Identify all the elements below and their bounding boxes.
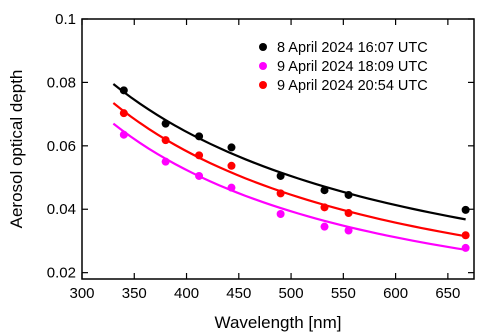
y-tick-label: 0.04 (47, 201, 76, 218)
data-point (119, 86, 128, 95)
y-tick-label: 0.02 (47, 265, 76, 282)
fit-curves (112, 83, 466, 251)
legend-marker (259, 43, 267, 51)
legend: 8 April 2024 16:07 UTC 9 April 2024 18:09… (259, 40, 428, 94)
data-point (461, 243, 470, 252)
y-tick-label: 0.06 (47, 138, 76, 155)
data-point (161, 157, 170, 166)
data-point (320, 222, 329, 231)
data-point (344, 209, 353, 218)
data-point (161, 136, 170, 145)
x-axis-title: Wavelength [nm] (215, 313, 342, 332)
y-tick-label: 0.1 (55, 11, 76, 28)
x-tick-label: 550 (331, 285, 356, 302)
data-point (461, 231, 470, 240)
x-tick-label: 300 (69, 285, 94, 302)
data-point (276, 171, 285, 180)
legend-label: 9 April 2024 20:54 UTC (277, 78, 428, 94)
data-point (119, 130, 128, 139)
legend-marker (259, 81, 267, 89)
data-point (320, 203, 329, 212)
plot-frame (81, 18, 475, 280)
data-point (227, 161, 236, 170)
data-point (119, 109, 128, 118)
x-tick-label: 400 (174, 285, 199, 302)
data-point (320, 186, 329, 195)
x-tick-label: 600 (383, 285, 408, 302)
x-tick-label: 350 (122, 285, 147, 302)
x-tick-label: 650 (435, 285, 460, 302)
data-point (276, 189, 285, 198)
data-point (161, 119, 170, 128)
y-tick-label: 0.08 (47, 74, 76, 91)
fit-line (112, 102, 466, 238)
y-axis-title: Aerosol optical depth (7, 70, 26, 229)
data-points (119, 86, 470, 252)
data-point (276, 210, 285, 218)
data-point (461, 205, 470, 214)
legend-label: 9 April 2024 18:09 UTC (277, 59, 428, 75)
data-point (195, 151, 204, 160)
data-point (195, 132, 204, 141)
legend-label: 8 April 2024 16:07 UTC (277, 40, 428, 56)
x-tick-label: 450 (226, 285, 251, 302)
data-point (195, 171, 204, 180)
legend-marker (259, 62, 267, 70)
axis-ticks: 300 350 400 450 500 550 600 650 0.02 0.04 0.06 0.08… (47, 11, 474, 302)
data-point (344, 226, 353, 235)
data-point (227, 183, 236, 192)
data-point (344, 190, 353, 199)
x-tick-label: 500 (279, 285, 304, 302)
data-point (227, 143, 236, 152)
fit-line (112, 122, 466, 251)
fit-line (112, 83, 466, 221)
